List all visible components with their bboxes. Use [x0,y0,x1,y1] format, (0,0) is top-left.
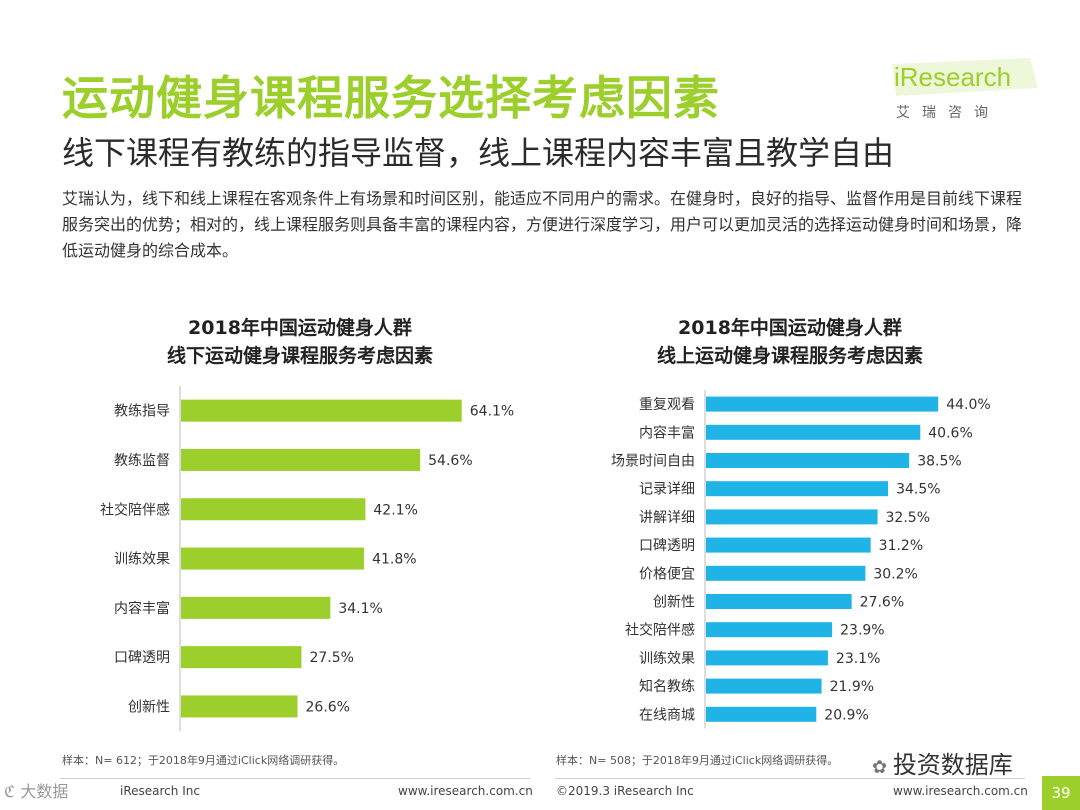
online-value-label: 31.2% [879,538,923,554]
online-value-label: 32.5% [886,510,930,526]
online-category-label: 价格便宜 [639,566,695,582]
offline-category-label: 内容丰富 [114,600,170,617]
online-value-label: 40.6% [928,425,972,441]
online-category-label: 口碑透明 [639,538,695,554]
online-category-label: 创新性 [653,595,695,611]
footer-left-url[interactable]: www.iresearch.com.cn [398,784,533,798]
online-bar [706,565,866,581]
online-sample-note: 样本：N= 508；于2018年9月通过iClick网络调研获得。 [556,754,839,767]
online-category-label: 知名教练 [639,678,695,695]
wechat-account-name: 投资数据库 [892,751,1013,779]
online-value-label: 34.5% [896,482,940,498]
offline-value-label: 42.1% [373,502,417,518]
wechat-account: ✿ 投资数据库 [872,745,1013,780]
online-category-label: 讲解详细 [639,510,695,526]
intro-paragraph: 艾瑞认为，线下和线上课程在客观条件上有场景和时间区别，能适应不同用户的需求。在健… [62,189,1023,260]
offline-value-label: 26.6% [306,699,350,715]
offline-category-label: 创新性 [128,699,170,715]
online-bar [706,537,871,553]
online-value-label: 23.9% [840,623,884,639]
online-category-label: 社交陪伴感 [625,622,695,639]
online-bar [706,424,921,440]
offline-value-label: 41.8% [372,552,416,568]
offline-chart-title-line2: 线下运动健身课程服务考虑因素 [166,345,433,367]
offline-value-label: 64.1% [470,404,514,420]
offline-category-label: 教练监督 [114,453,170,469]
online-category-label: 内容丰富 [639,424,695,441]
wechat-icon: ✿ [872,757,893,778]
online-bar [706,453,910,468]
online-value-label: 44.0% [946,397,990,413]
online-value-label: 23.1% [836,651,880,667]
online-bar [706,509,878,525]
offline-value-label: 34.1% [338,601,382,617]
online-category-label: 重复观看 [639,396,695,413]
online-chart-title: 2018年中国运动健身人群 线上运动健身课程服务考虑因素 [560,314,1020,370]
offline-chart-title-line1: 2018年中国运动健身人群 [188,317,412,339]
online-category-label: 在线商城 [639,707,695,723]
offline-bar [181,498,366,521]
online-bar [706,678,822,694]
offline-bar [181,596,331,619]
page-subtitle: 线下课程有教练的指导监督，线上课程内容丰富且教学自由 [62,134,895,172]
offline-value-label: 54.6% [428,453,472,469]
online-bar [706,706,817,722]
online-value-label: 27.6% [860,595,904,611]
watermark-icon: ℭ [4,782,21,801]
online-bar [706,622,833,638]
online-category-label: 训练效果 [639,651,695,667]
offline-category-label: 教练指导 [114,404,170,420]
online-bar [706,650,828,666]
offline-category-label: 口碑透明 [114,650,170,666]
online-category-label: 场景时间自由 [611,454,695,470]
online-category-label: 记录详细 [639,482,695,498]
offline-bar [181,695,298,718]
offline-bar [181,646,302,669]
online-chart-title-line1: 2018年中国运动健身人群 [678,317,902,339]
offline-value-label: 27.5% [309,650,353,666]
footer-divider-right [555,778,1025,779]
offline-category-label: 社交陪伴感 [100,501,170,518]
offline-chart-title: 2018年中国运动健身人群 线下运动健身课程服务考虑因素 [70,314,530,370]
online-bar [706,396,939,412]
online-value-label: 30.2% [873,566,917,582]
logo-text: iResearch [894,62,1012,92]
online-bar [706,481,889,497]
page-number: 39 [1042,776,1080,810]
online-chart-title-line2: 线上运动健身课程服务考虑因素 [656,345,923,367]
logo-banner-icon [892,58,1038,96]
offline-bar [181,448,421,471]
watermark: ℭ 大数据 [4,778,68,802]
online-value-label: 21.9% [830,679,874,695]
offline-category-label: 训练效果 [114,552,170,568]
footer-divider-left [60,778,530,779]
offline-bar [181,547,365,570]
online-bar [706,594,852,609]
footer-copyright: ©2019.3 iResearch Inc [556,784,694,798]
online-factors-chart: 重复观看 44.0% 内容丰富 40.6% 场景时间自由 38.5% 记录详细 34.5% 讲解… [611,390,991,729]
offline-bar [181,399,462,422]
iresearch-logo: iResearch 艾瑞咨询 [890,58,1040,128]
watermark-text: 大数据 [20,782,69,801]
online-value-label: 20.9% [824,707,868,723]
offline-factors-chart: 教练指导 64.1% 教练监督 54.6% 社交陪伴感 42.1% 训练效果 41.8% 内容丰… [100,386,514,732]
footer-right-url[interactable]: www.iresearch.com.cn [893,784,1028,798]
logo-cn-text: 艾瑞咨询 [896,105,1000,121]
offline-sample-note: 样本：N= 612；于2018年9月通过iClick网络调研获得。 [62,754,345,767]
online-value-label: 38.5% [917,454,961,470]
page-title: 运动健身课程服务选择考虑因素 [62,71,720,125]
footer-left-company: iResearch Inc [120,784,200,798]
